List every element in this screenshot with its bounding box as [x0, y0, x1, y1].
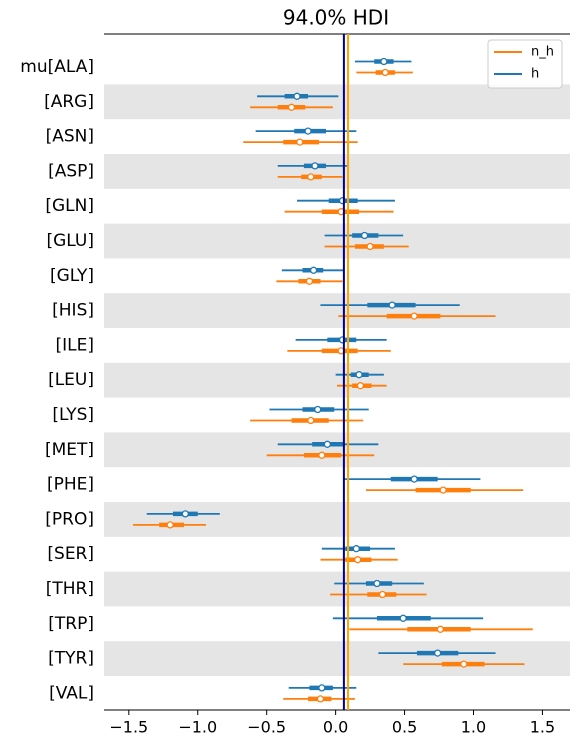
y-tick-label: [MET]	[45, 440, 94, 460]
point-estimate	[399, 614, 407, 622]
point-estimate	[323, 440, 331, 448]
point-estimate	[309, 266, 318, 274]
point-estimate	[307, 173, 315, 181]
row-band	[104, 154, 570, 189]
y-tick-label: mu[ALA]	[20, 57, 94, 77]
point-estimate	[366, 242, 374, 251]
point-estimate	[304, 127, 312, 135]
point-estimate	[360, 231, 369, 240]
point-estimate	[439, 486, 447, 494]
point-estimate	[436, 625, 445, 633]
x-tick-label: 1.5	[530, 718, 555, 737]
point-estimate	[318, 684, 326, 692]
x-tick-label: −1.0	[178, 718, 217, 737]
y-tick-label: [TYR]	[48, 649, 94, 669]
row-band	[104, 293, 570, 328]
point-estimate	[293, 92, 301, 100]
point-estimate	[355, 371, 363, 379]
row-band	[104, 432, 570, 468]
row-band	[104, 362, 570, 398]
y-tick-label: [LYS]	[52, 405, 94, 425]
y-tick-label: [SER]	[47, 544, 94, 564]
x-tick-label: 0.5	[392, 718, 417, 737]
legend-label: n_h	[531, 45, 554, 60]
chart-title: 94.0% HDI	[283, 6, 389, 30]
y-tick-label: [PHE]	[47, 475, 94, 495]
point-estimate	[314, 405, 322, 414]
y-tick-label: [LEU]	[48, 370, 94, 390]
point-estimate	[380, 57, 388, 66]
point-estimate	[287, 103, 296, 111]
y-tick-label: [HIS]	[52, 301, 94, 321]
point-estimate	[181, 510, 189, 518]
y-tick-label: [VAL]	[49, 683, 94, 703]
y-tick-label: [ASN]	[46, 127, 94, 147]
point-estimate	[460, 660, 468, 668]
point-estimate	[381, 68, 389, 77]
y-tick-label: [THR]	[46, 579, 94, 599]
legend-label: h	[531, 67, 539, 82]
point-estimate	[373, 579, 381, 588]
y-tick-label: [GLU]	[46, 231, 94, 251]
point-estimate	[410, 312, 418, 320]
row-band	[104, 223, 570, 259]
y-tick-label: [GLY]	[50, 266, 94, 286]
point-estimate	[296, 138, 304, 146]
row-band	[104, 502, 570, 537]
x-tick-label: −1.5	[109, 718, 148, 737]
y-tick-label: [PRO]	[45, 509, 94, 529]
y-tick-label: [ARG]	[44, 92, 94, 112]
point-estimate	[305, 277, 314, 285]
row-band	[104, 84, 570, 120]
point-estimate	[410, 475, 418, 483]
y-tick-label: [ASP]	[48, 161, 94, 181]
row-band	[104, 641, 570, 676]
y-tick-label: [ILE]	[56, 335, 95, 355]
point-estimate	[352, 545, 360, 553]
x-tick-label: 0.0	[323, 718, 348, 737]
y-tick-label: [TRP]	[48, 614, 94, 634]
y-tick-label: [GLN]	[45, 196, 94, 216]
point-estimate	[311, 162, 319, 170]
point-estimate	[318, 451, 326, 459]
legend: n_hh	[487, 39, 563, 89]
point-estimate	[388, 301, 396, 309]
point-estimate	[433, 649, 442, 657]
point-estimate	[378, 590, 387, 599]
point-estimate	[354, 556, 362, 564]
point-estimate	[316, 695, 325, 703]
point-estimate	[356, 382, 365, 390]
x-tick-label: −0.5	[247, 718, 286, 737]
point-estimate	[307, 416, 315, 425]
x-tick-label: 1.0	[461, 718, 486, 737]
point-estimate	[166, 521, 174, 529]
row-band	[104, 571, 570, 607]
